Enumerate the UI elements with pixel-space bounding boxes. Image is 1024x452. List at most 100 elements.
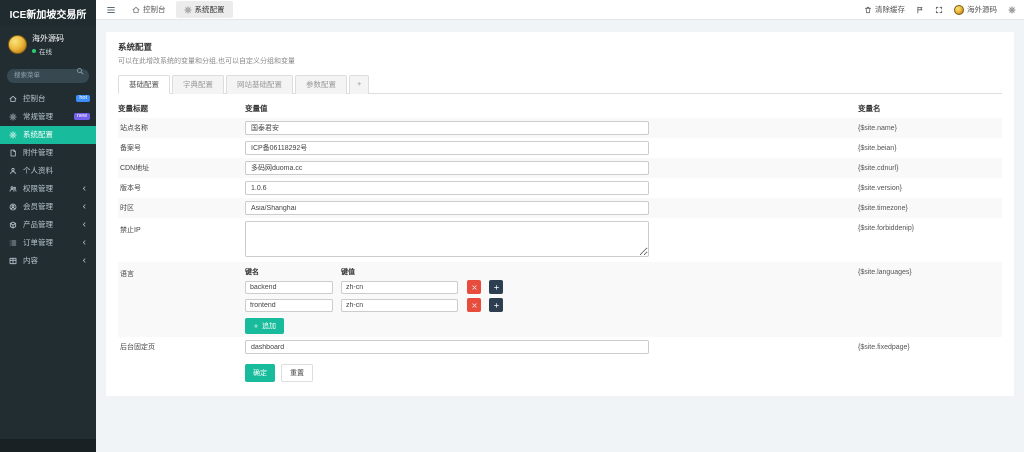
field-input-CDN地址[interactable] bbox=[245, 161, 649, 175]
plus-icon bbox=[253, 323, 259, 329]
gear-icon bbox=[9, 130, 18, 139]
remove-row-button[interactable] bbox=[467, 280, 481, 294]
user-circle-icon bbox=[9, 203, 18, 211]
topbar-tab-控制台[interactable]: 控制台 bbox=[124, 1, 174, 18]
config-row-时区: 时区 {$site.timezone} bbox=[118, 198, 1002, 218]
field-input-站点名称[interactable] bbox=[245, 121, 649, 135]
search-input[interactable] bbox=[7, 68, 89, 83]
append-row-button[interactable]: 追加 bbox=[245, 318, 284, 334]
variable-name: {$site.cdnurl} bbox=[858, 164, 899, 172]
topbar: 控制台 系统配置 清除缓存 海外源码 bbox=[96, 0, 1024, 20]
search-icon[interactable] bbox=[76, 67, 84, 75]
field-label: 站点名称 bbox=[120, 125, 148, 132]
sidebar-item-附件管理[interactable]: 附件管理 bbox=[0, 144, 96, 162]
user-icon bbox=[9, 167, 18, 175]
field-label: 版本号 bbox=[120, 185, 141, 192]
form-actions: 确定 重置 bbox=[118, 357, 1002, 384]
config-tab-字典配置[interactable]: 字典配置 bbox=[172, 75, 224, 94]
sidebar-item-系统配置[interactable]: 系统配置 bbox=[0, 125, 96, 144]
field-label: 后台固定页 bbox=[120, 344, 155, 351]
field-input-版本号[interactable] bbox=[245, 181, 649, 195]
sidebar-item-内容[interactable]: 内容 bbox=[0, 252, 96, 270]
online-dot-icon bbox=[32, 49, 36, 53]
col-value: 变量值 bbox=[245, 104, 268, 113]
config-tabs: 基础配置 字典配置 网站基础配置 参数配置 + bbox=[118, 74, 1002, 94]
content: 系统配置 可以在此增改系统的变量和分组,也可以自定义分组和变量 基础配置 字典配置… bbox=[96, 20, 1024, 451]
config-row-备案号: 备案号 {$site.beian} bbox=[118, 138, 1002, 158]
sidebar-search bbox=[7, 64, 89, 83]
kv-value-header: 键值 bbox=[341, 269, 355, 276]
field-label: 语言 bbox=[120, 271, 134, 278]
form-header: 变量标题 变量值 变量名 bbox=[118, 94, 1002, 118]
field-label: 禁止IP bbox=[120, 227, 141, 234]
field-label: 备案号 bbox=[120, 145, 141, 152]
avatar bbox=[8, 35, 27, 54]
system-config-panel: 系统配置 可以在此增改系统的变量和分组,也可以自定义分组和变量 基础配置 字典配置… bbox=[106, 32, 1014, 396]
variable-name: {$site.version} bbox=[858, 184, 902, 192]
chevron-left-icon bbox=[81, 239, 90, 246]
field-input-备案号[interactable] bbox=[245, 141, 649, 155]
flag-icon[interactable] bbox=[916, 6, 924, 14]
grid-icon bbox=[9, 257, 18, 265]
sidebar-item-订单管理[interactable]: 订单管理 bbox=[0, 234, 96, 252]
variable-name: {$site.forbiddenip} bbox=[858, 225, 915, 232]
config-row-站点名称: 站点名称 {$site.name} bbox=[118, 118, 1002, 138]
topbar-tab-系统配置[interactable]: 系统配置 bbox=[175, 1, 233, 18]
insert-row-button[interactable] bbox=[489, 298, 503, 312]
sidebar-item-个人资料[interactable]: 个人资料 bbox=[0, 162, 96, 180]
field-label: CDN地址 bbox=[120, 165, 150, 172]
menu-icon[interactable] bbox=[102, 5, 120, 15]
add-tab-button[interactable]: + bbox=[349, 75, 370, 94]
config-tab-网站基础配置[interactable]: 网站基础配置 bbox=[226, 75, 293, 94]
sidebar-menu: 控制台 hot 常规管理 new 系统配置 附件管理 个人资料 权限管理 会员管… bbox=[0, 90, 96, 270]
page-subtitle: 可以在此增改系统的变量和分组,也可以自定义分组和变量 bbox=[118, 58, 295, 65]
expand-icon[interactable] bbox=[935, 6, 943, 14]
chevron-left-icon bbox=[81, 257, 90, 264]
config-row-禁止IP: 禁止IP {$site.forbiddenip} bbox=[118, 218, 1002, 262]
config-tab-参数配置[interactable]: 参数配置 bbox=[295, 75, 347, 94]
sidebar-item-控制台[interactable]: 控制台 hot bbox=[0, 90, 96, 108]
user-panel: 海外源码 在线 bbox=[0, 26, 96, 62]
gear-icon[interactable] bbox=[1008, 5, 1016, 14]
config-row-CDN地址: CDN地址 {$site.cdnurl} bbox=[118, 158, 1002, 178]
field-label: 时区 bbox=[120, 205, 134, 212]
field-textarea-禁止IP[interactable] bbox=[245, 221, 649, 257]
chevron-left-icon bbox=[81, 185, 90, 192]
sidebar-item-产品管理[interactable]: 产品管理 bbox=[0, 216, 96, 234]
reset-button[interactable]: 重置 bbox=[281, 364, 313, 382]
field-input-后台固定页[interactable] bbox=[245, 340, 649, 354]
badge-new: new bbox=[73, 112, 90, 121]
app-logo: ICE新加坡交易所 bbox=[0, 0, 96, 26]
kv-row bbox=[245, 298, 858, 312]
sidebar-item-常规管理[interactable]: 常规管理 new bbox=[0, 108, 96, 126]
insert-row-button[interactable] bbox=[489, 280, 503, 294]
user-dropdown[interactable]: 海外源码 bbox=[954, 4, 997, 15]
remove-row-button[interactable] bbox=[467, 298, 481, 312]
col-title: 变量标题 bbox=[118, 104, 148, 113]
kv-key-input[interactable] bbox=[245, 298, 333, 312]
submit-button[interactable]: 确定 bbox=[245, 364, 275, 382]
variable-name: {$site.fixedpage} bbox=[858, 343, 910, 351]
kv-header: 键名 键值 bbox=[245, 267, 858, 277]
cogs-icon bbox=[9, 112, 18, 121]
sidebar-item-会员管理[interactable]: 会员管理 bbox=[0, 198, 96, 216]
home-icon bbox=[9, 95, 18, 103]
variable-name: {$site.languages} bbox=[858, 269, 912, 276]
kv-value-input[interactable] bbox=[341, 298, 458, 312]
config-row-版本号: 版本号 {$site.version} bbox=[118, 178, 1002, 198]
user-name: 海外源码 bbox=[32, 34, 64, 43]
sidebar-item-权限管理[interactable]: 权限管理 bbox=[0, 180, 96, 198]
sidebar-footer bbox=[0, 439, 96, 452]
kv-value-input[interactable] bbox=[341, 280, 458, 294]
kv-key-input[interactable] bbox=[245, 280, 333, 294]
users-icon bbox=[9, 185, 18, 193]
list-icon bbox=[9, 239, 18, 247]
config-row-后台固定页: 后台固定页 {$site.fixedpage} bbox=[118, 337, 1002, 357]
clear-cache-button[interactable]: 清除缓存 bbox=[864, 4, 905, 15]
kv-row bbox=[245, 280, 858, 294]
page-title: 系统配置 bbox=[118, 42, 153, 52]
gear-icon bbox=[183, 5, 192, 14]
config-tab-基础配置[interactable]: 基础配置 bbox=[118, 75, 170, 94]
badge-hot: hot bbox=[76, 94, 90, 103]
field-input-时区[interactable] bbox=[245, 201, 649, 215]
